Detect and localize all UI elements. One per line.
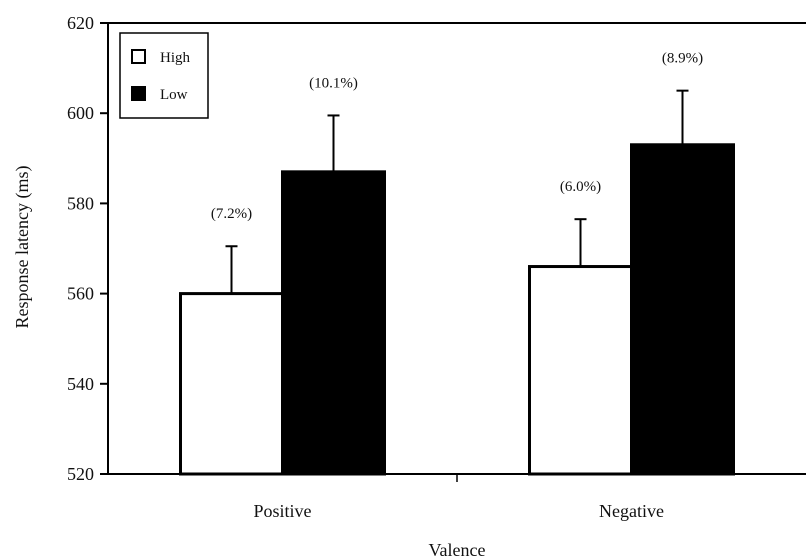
legend-swatch-low <box>132 87 145 100</box>
x-category-label: Negative <box>599 501 664 521</box>
bar-low-positive <box>283 172 385 474</box>
legend-swatch-high <box>132 50 145 63</box>
bar-annotation: (8.9%) <box>662 51 703 67</box>
bar-annotation: (7.2%) <box>211 206 252 222</box>
y-tick-label: 540 <box>67 374 94 394</box>
bar-low-negative <box>632 145 734 474</box>
x-axis-title: Valence <box>429 540 486 560</box>
y-tick-label: 520 <box>67 464 94 484</box>
bars <box>181 91 734 474</box>
bar-high-negative <box>530 267 632 474</box>
x-axis: Positive Negative <box>253 474 664 521</box>
bar-annotation: (6.0%) <box>560 179 601 195</box>
y-axis: 520 540 560 580 600 620 <box>67 13 108 484</box>
y-axis-title: Response latency (ms) <box>12 166 33 329</box>
y-tick-label: 580 <box>67 193 94 213</box>
legend-label-high: High <box>160 50 191 66</box>
x-category-label: Positive <box>253 501 311 521</box>
bar-high-positive <box>181 294 283 474</box>
y-tick-label: 620 <box>67 13 94 33</box>
y-tick-label: 560 <box>67 284 94 304</box>
legend-box <box>120 33 208 118</box>
y-tick-label: 600 <box>67 103 94 123</box>
legend-label-low: Low <box>160 87 188 103</box>
bar-annotation: (10.1%) <box>309 75 358 91</box>
legend: High Low <box>120 33 208 118</box>
